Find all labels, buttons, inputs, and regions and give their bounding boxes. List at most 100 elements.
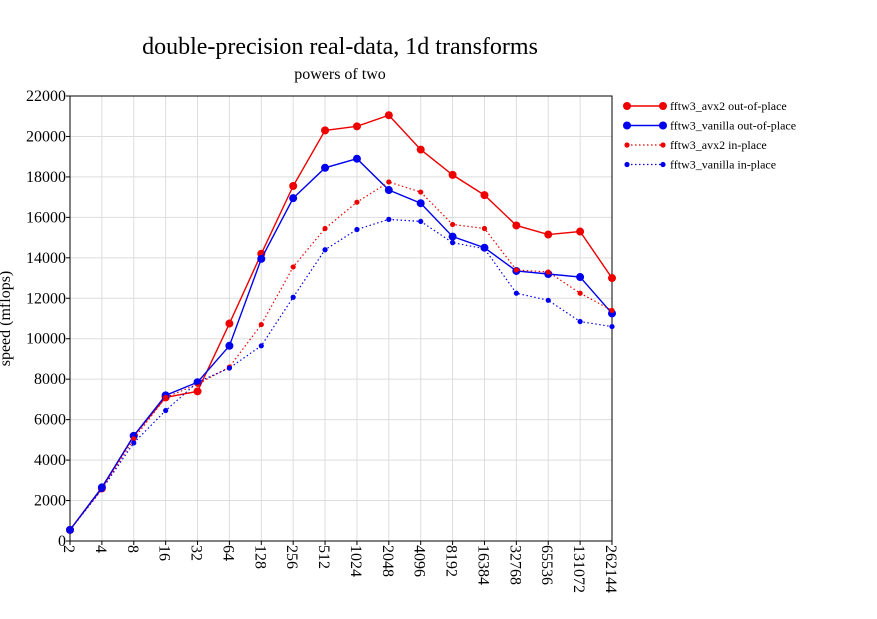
data-point [609, 307, 615, 314]
y-tick-label: 18000 [26, 169, 66, 186]
plot-border [69, 95, 613, 542]
data-point [449, 240, 456, 246]
y-tick-label: 4000 [34, 452, 66, 469]
data-point [448, 170, 457, 179]
legend-entry: fftw3_avx2 in-place [624, 138, 767, 152]
x-tick-label: 4096 [411, 545, 428, 577]
data-point [321, 163, 330, 172]
legend-marker [660, 142, 666, 148]
data-point [513, 290, 519, 296]
data-point [416, 199, 425, 208]
legend-entry: fftw3_vanilla in-place [624, 158, 776, 172]
data-point [544, 230, 553, 239]
series-2 [67, 179, 615, 533]
series-line [69, 181, 613, 531]
series-0 [66, 111, 616, 534]
series-group [66, 111, 616, 534]
legend-label: fftw3_vanilla out-of-place [670, 119, 796, 133]
data-point [321, 126, 330, 135]
x-tick-label: 16384 [474, 545, 491, 585]
legend-marker [660, 161, 666, 168]
x-tick-label: 131072 [570, 545, 587, 593]
data-point [290, 294, 296, 300]
y-axis-ticks: 0 2000 4000 6000 8000 10000 12000 14000 16000 180… [26, 88, 70, 550]
legend-label: fftw3_avx2 in-place [670, 138, 767, 152]
x-tick-label: 2 [60, 545, 77, 553]
data-point [384, 186, 393, 195]
data-point [608, 274, 616, 283]
data-point [163, 394, 169, 400]
data-point [416, 145, 425, 154]
data-point [448, 232, 457, 241]
chart-title: double-precision real-data, 1d transform… [142, 34, 538, 60]
series-3 [67, 216, 615, 533]
legend-marker [623, 121, 631, 130]
legend-entry: fftw3_vanilla out-of-place [623, 119, 796, 133]
data-point [354, 226, 360, 233]
legend-marker [659, 102, 667, 110]
data-point [545, 297, 551, 303]
data-point [513, 267, 519, 273]
data-point [354, 199, 360, 205]
legend-marker [624, 161, 630, 168]
y-tick-label: 12000 [26, 290, 66, 307]
legend-label: fftw3_vanilla in-place [670, 158, 776, 172]
data-point [576, 227, 585, 236]
data-point [512, 221, 521, 230]
data-point [418, 189, 424, 195]
legend-entry: fftw3_avx2 out-of-place [623, 99, 787, 113]
y-tick-label: 0 [58, 533, 66, 550]
x-tick-label: 16 [156, 545, 173, 561]
data-point [194, 379, 201, 385]
data-point [384, 111, 393, 120]
data-point [99, 486, 105, 493]
x-tick-label: 256 [283, 545, 300, 569]
x-tick-label: 8192 [443, 545, 460, 577]
data-point [480, 191, 489, 200]
y-tick-label: 8000 [34, 371, 66, 388]
legend-marker [624, 142, 630, 148]
legend-label: fftw3_avx2 out-of-place [670, 99, 787, 113]
y-tick-label: 16000 [26, 209, 66, 226]
series-line [69, 218, 613, 531]
x-tick-label: 32768 [506, 545, 523, 585]
data-point [258, 321, 264, 328]
data-point [577, 290, 583, 296]
legend: fftw3_avx2 out-of-place fftw3_vanilla out… [623, 99, 796, 172]
data-point [386, 179, 392, 185]
legend-marker [623, 102, 631, 110]
data-point [481, 246, 488, 252]
data-point [609, 323, 615, 330]
data-point [322, 247, 328, 253]
series-1 [66, 154, 616, 534]
data-point [577, 318, 583, 325]
data-point [226, 365, 233, 371]
data-point [576, 273, 585, 282]
y-tick-label: 14000 [26, 250, 66, 267]
data-point [386, 216, 392, 222]
x-tick-label: 65536 [538, 545, 555, 585]
x-tick-label: 1024 [347, 545, 364, 577]
data-point [449, 221, 456, 228]
x-tick-label: 64 [219, 545, 236, 561]
x-axis-ticks: 2 4 8 16 32 64 128 256 512 1024 2048 4096 8192 16384 3… [60, 541, 619, 593]
x-tick-label: 512 [315, 545, 332, 569]
data-point [352, 154, 361, 163]
x-tick-label: 8 [124, 545, 141, 553]
data-point [257, 254, 266, 263]
data-point [258, 343, 264, 349]
data-point [290, 264, 296, 270]
x-tick-label: 262144 [602, 545, 619, 593]
x-tick-label: 32 [188, 545, 205, 561]
series-line [69, 114, 613, 531]
y-tick-label: 22000 [26, 88, 66, 105]
data-point [225, 319, 234, 328]
series-line [69, 157, 613, 531]
data-point [163, 407, 169, 414]
data-point [225, 341, 234, 350]
data-point [131, 436, 137, 442]
x-tick-label: 128 [251, 545, 268, 569]
data-point [352, 122, 361, 131]
x-tick-label: 2048 [379, 545, 396, 577]
